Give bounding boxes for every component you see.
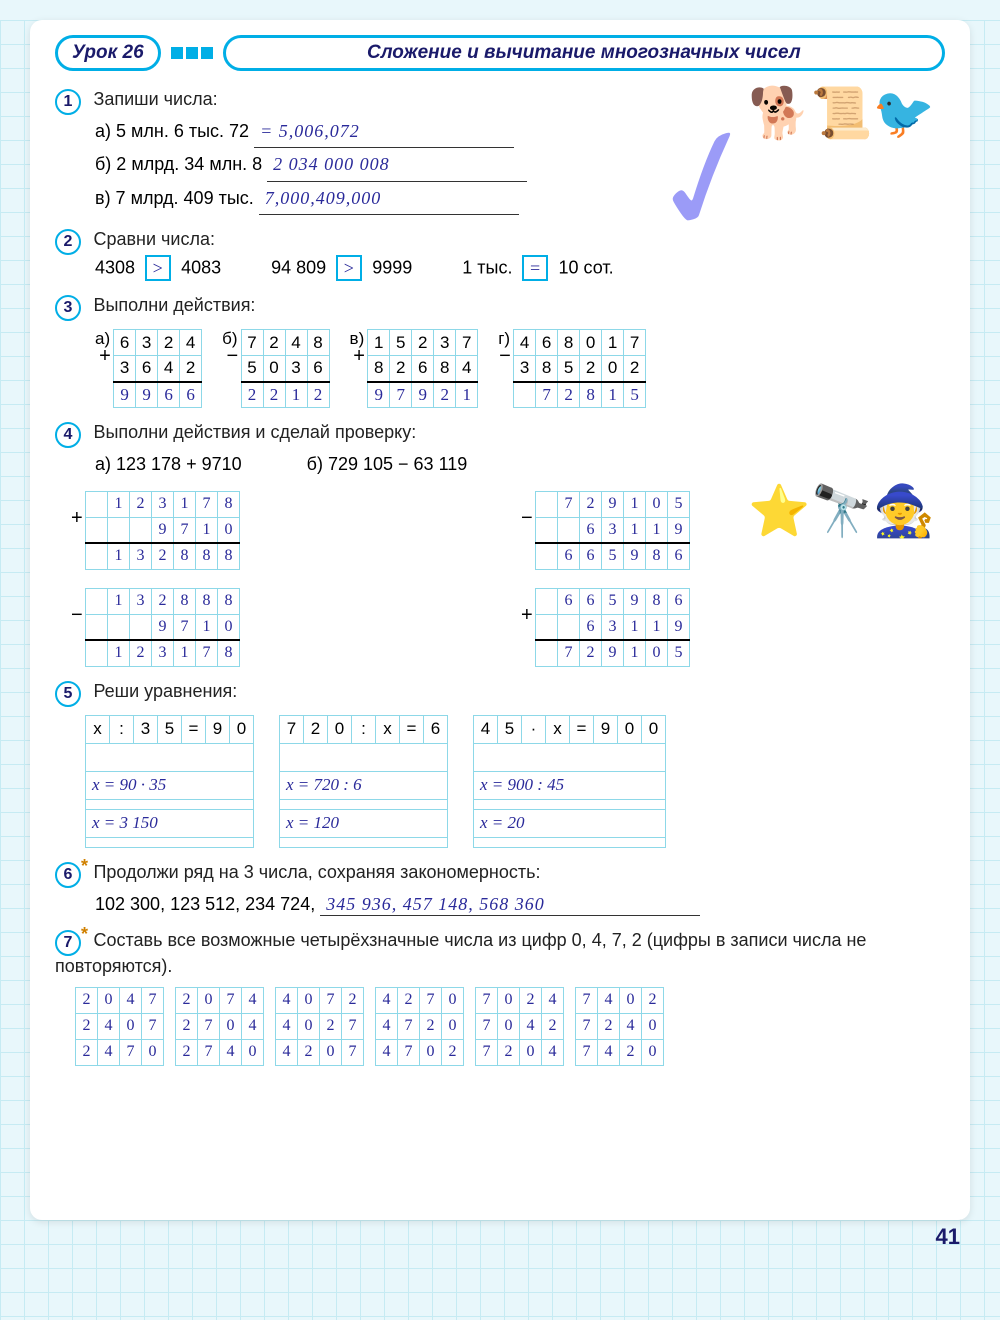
task-prompt: Сравни числа: xyxy=(93,229,215,249)
equation-box: 45·x=900x = 900 : 45x = 20 xyxy=(473,715,666,848)
arithmetic-block: а)+632436429966 xyxy=(95,329,202,408)
page-header: Урок 26 Сложение и вычитание многозначны… xyxy=(55,35,945,71)
task-number: 5 xyxy=(55,681,81,707)
task-2: 2 Сравни числа: 4308 > 4083 94 809 > 999… xyxy=(55,229,945,281)
compare-item: 4308 > 4083 xyxy=(95,255,221,281)
check-block: +66598663119729105 xyxy=(535,588,945,667)
task-4: 4 Выполни действия и сделай проверку: а)… xyxy=(55,422,945,666)
task-row: в) 7 млрд. 409 тыс. 7,000,409,000 xyxy=(95,182,945,215)
answer-text: 2 034 000 008 xyxy=(267,148,527,181)
lesson-badge: Урок 26 xyxy=(55,35,161,71)
equations-row: x:35=90x = 90 · 35x = 3 150720:x=6x = 72… xyxy=(85,715,945,848)
task-prompt: Реши уравнения: xyxy=(93,681,237,701)
permutations-grid: 2047207440724270702474022407270440274720… xyxy=(75,987,945,1066)
compare-sign: > xyxy=(145,255,171,281)
task-row: б) 2 млрд. 34 млн. 8 2 034 000 008 xyxy=(95,148,945,181)
arithmetic-block: в)+152378268497921 xyxy=(350,329,479,408)
task-prompt: Запиши числа: xyxy=(93,89,217,109)
task-7: 7 Составь все возможные четырёхзначные ч… xyxy=(55,930,945,1066)
given-text: в) 7 млрд. 409 тыс. xyxy=(95,188,254,208)
sequence-answer: 345 936, 457 148, 568 360 xyxy=(320,894,700,916)
answer-text: = 5,006,072 xyxy=(254,115,514,148)
arithmetic-block: б)−724850362212 xyxy=(222,329,329,408)
sequence-line: 102 300, 123 512, 234 724, 345 936, 457 … xyxy=(95,894,945,916)
check-block: +1231789710132888 xyxy=(85,491,495,570)
task-6: 6 Продолжи ряд на 3 числа, сохраняя зако… xyxy=(55,862,945,916)
task-number: 3 xyxy=(55,295,81,321)
lesson-title: Сложение и вычитание многозначных чисел xyxy=(223,35,945,71)
compare-item: 94 809 > 9999 xyxy=(271,255,412,281)
workbook-page: Урок 26 Сложение и вычитание многозначны… xyxy=(30,20,970,1220)
decor-squares xyxy=(171,47,213,59)
task-prompt: Выполни действия: xyxy=(93,295,255,315)
task-number: 1 xyxy=(55,89,81,115)
compare-row: 4308 > 4083 94 809 > 9999 1 тыс. = 10 со… xyxy=(95,255,945,281)
check-block: −1328889710123178 xyxy=(85,588,495,667)
page-number: 41 xyxy=(936,1224,960,1250)
task-5: 5 Реши уравнения: x:35=90x = 90 · 35x = … xyxy=(55,681,945,848)
given-text: б) 2 млрд. 34 млн. 8 xyxy=(95,154,262,174)
equation-box: x:35=90x = 90 · 35x = 3 150 xyxy=(85,715,254,848)
dog-crow-illustration: 🐕📜🐦 xyxy=(748,84,935,143)
task-number: 6 xyxy=(55,862,81,888)
arithmetic-row: а)+632436429966 б)−724850362212 в)+1523782… xyxy=(95,329,945,408)
task-1: 1 Запиши числа: 🐕📜🐦 а) 5 млн. 6 тыс. 72 … xyxy=(55,89,945,215)
check-calcs: +1231789710132888 −72910563119665986 −1328… xyxy=(85,491,945,667)
compare-sign: = xyxy=(522,255,548,281)
task-number: 4 xyxy=(55,422,81,448)
sub-labels: а) 123 178 + 9710 б) 729 105 − 63 119 xyxy=(95,448,945,480)
answer-text: 7,000,409,000 xyxy=(259,182,519,215)
given-text: а) 5 млн. 6 тыс. 72 xyxy=(95,121,249,141)
task-number: 2 xyxy=(55,229,81,255)
check-block: −72910563119665986 xyxy=(535,491,945,570)
task-number: 7 xyxy=(55,930,81,956)
task-3: 3 Выполни действия: а)+632436429966 б)−72… xyxy=(55,295,945,408)
task-prompt: Составь все возможные четырёхзначные чис… xyxy=(55,930,866,976)
equation-box: 720:x=6x = 720 : 6x = 120 xyxy=(279,715,448,848)
task-prompt: Продолжи ряд на 3 числа, сохраняя законо… xyxy=(93,862,540,882)
compare-item: 1 тыс. = 10 сот. xyxy=(462,255,613,281)
task-prompt: Выполни действия и сделай проверку: xyxy=(93,422,416,442)
compare-sign: > xyxy=(336,255,362,281)
arithmetic-block: г)−46801738520272815 xyxy=(498,329,646,408)
